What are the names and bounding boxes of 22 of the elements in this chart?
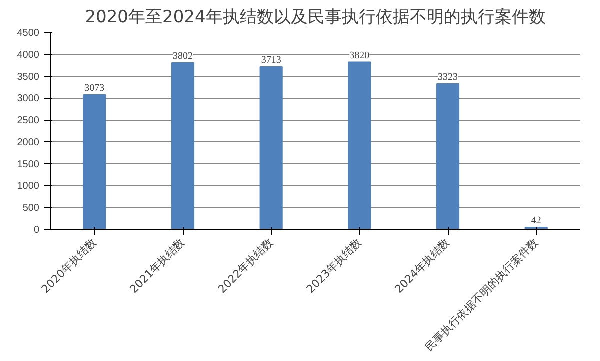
- bar: [83, 94, 106, 230]
- y-tick-label: 1000: [17, 181, 40, 192]
- data-label: 3802: [173, 51, 193, 62]
- y-tick-label: 4500: [17, 28, 40, 39]
- bar: [171, 62, 195, 230]
- bar: [436, 84, 460, 230]
- y-tick-label: 3000: [17, 94, 40, 105]
- bar: [348, 62, 372, 230]
- chart-title: 2020年至2024年执结数以及民事执行依据不明的执行案件数: [85, 8, 546, 28]
- bar: [260, 66, 283, 230]
- y-tick-label: 4000: [17, 50, 40, 61]
- data-label: 3713: [261, 54, 282, 66]
- y-tick-label: 1500: [17, 159, 40, 170]
- data-label: 3820: [350, 50, 370, 62]
- data-label: 3073: [84, 82, 105, 94]
- data-label: 3323: [438, 72, 458, 84]
- y-tick-label: 2000: [17, 137, 40, 148]
- y-tick-label: 500: [22, 203, 40, 214]
- y-tick-label: 3500: [17, 72, 40, 83]
- y-tick-label: 0: [34, 225, 40, 236]
- data-label: 42: [531, 216, 542, 227]
- y-tick-label: 2500: [17, 116, 40, 127]
